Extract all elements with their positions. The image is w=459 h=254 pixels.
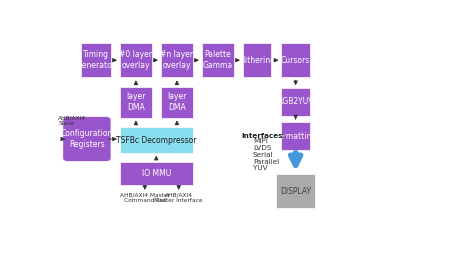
Text: Palette
Gamma: Palette Gamma <box>202 51 232 70</box>
FancyBboxPatch shape <box>120 162 193 185</box>
Text: MIPI: MIPI <box>252 138 267 144</box>
Text: Formatting: Formatting <box>274 132 316 141</box>
Text: Serial: Serial <box>252 152 273 158</box>
FancyBboxPatch shape <box>161 43 193 77</box>
Text: AHB/AXI4
Slave: AHB/AXI4 Slave <box>58 115 86 126</box>
FancyBboxPatch shape <box>63 117 111 162</box>
FancyBboxPatch shape <box>120 87 151 118</box>
Text: #0 layer
overlay: #0 layer overlay <box>119 51 152 70</box>
FancyBboxPatch shape <box>120 127 193 153</box>
Text: Timing
Generator: Timing Generator <box>76 51 115 70</box>
Text: AHB/AXI4
Master Interface: AHB/AXI4 Master Interface <box>154 192 202 203</box>
Text: YUV: YUV <box>252 165 267 171</box>
FancyBboxPatch shape <box>281 88 309 116</box>
FancyBboxPatch shape <box>281 43 309 77</box>
FancyBboxPatch shape <box>281 122 309 150</box>
Text: TSFBc Decompressor: TSFBc Decompressor <box>116 135 196 145</box>
Text: Dithering: Dithering <box>239 56 274 65</box>
Text: Interfaces:: Interfaces: <box>241 133 285 139</box>
Text: IO MMU: IO MMU <box>141 169 171 178</box>
Text: layer
DMA: layer DMA <box>126 92 146 112</box>
FancyBboxPatch shape <box>202 43 234 77</box>
Text: RGB2YUV: RGB2YUV <box>277 97 313 106</box>
Text: Parallel: Parallel <box>252 158 279 165</box>
FancyBboxPatch shape <box>276 174 314 209</box>
FancyBboxPatch shape <box>120 43 151 77</box>
Text: layer
DMA: layer DMA <box>167 92 186 112</box>
Text: DISPLAY: DISPLAY <box>280 187 311 196</box>
Text: #n layer
overlay: #n layer overlay <box>160 51 193 70</box>
FancyBboxPatch shape <box>161 87 193 118</box>
Text: AHB/AXI4 Master
Command List: AHB/AXI4 Master Command List <box>119 192 169 203</box>
FancyBboxPatch shape <box>242 43 271 77</box>
Text: Configuration
Registers: Configuration Registers <box>61 129 113 149</box>
Text: Cursors: Cursors <box>280 56 309 65</box>
FancyBboxPatch shape <box>80 43 111 77</box>
Text: LVDS: LVDS <box>252 145 271 151</box>
